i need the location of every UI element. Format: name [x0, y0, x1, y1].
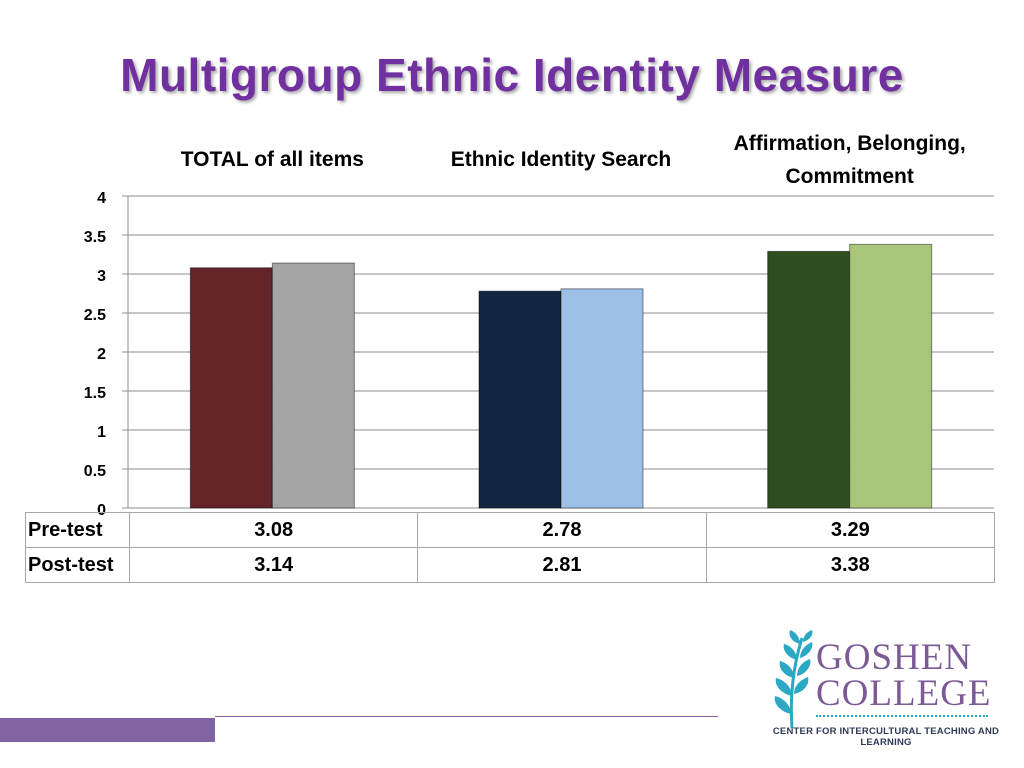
table-cell: 2.78: [417, 512, 707, 548]
bar-pre-test: [767, 250, 851, 509]
y-tick-label: 3: [97, 268, 106, 285]
category-label: Affirmation, Belonging, Commitment: [695, 127, 1004, 193]
category-label-line: Affirmation, Belonging,: [733, 132, 966, 155]
bar-pre-test: [189, 267, 273, 509]
bar-post-test: [560, 288, 644, 509]
y-tick-label: 2.5: [84, 307, 106, 324]
y-tick-label: 0.5: [84, 463, 106, 480]
data-table: Pre-test 3.08 2.78 3.29 Post-test 3.14 2.81 3.3…: [25, 512, 996, 583]
slide-title: Multigroup Ethnic Identity Measure: [120, 49, 904, 101]
y-tick-label: 4: [97, 190, 106, 207]
bar-post-test: [271, 262, 355, 509]
y-tick-label: 0: [97, 502, 106, 519]
category-label-line: Ethnic Identity Search: [450, 148, 672, 171]
table-row-label: Post-test: [25, 547, 130, 583]
table-row-label: Pre-test: [25, 512, 130, 548]
y-tick-label: 2: [97, 346, 106, 363]
table-row: Post-test 3.14 2.81 3.38: [25, 547, 996, 583]
bar-post-test: [849, 243, 933, 509]
category-label: TOTAL of all items: [118, 143, 427, 176]
table-cell: 3.38: [705, 547, 996, 583]
logo-name-line2: COLLEGE: [816, 673, 992, 714]
accent-bar: [0, 718, 215, 742]
category-label: Ethnic Identity Search: [407, 143, 716, 176]
logo-subtitle: CENTER FOR INTERCULTURAL TEACHING AND LE…: [772, 726, 1000, 748]
table-cell: 3.08: [128, 512, 419, 548]
table-row: Pre-test 3.08 2.78 3.29: [25, 512, 996, 548]
y-tick-label: 1.5: [84, 385, 106, 402]
table-cell: 3.14: [128, 547, 419, 583]
logo-divider: [816, 715, 988, 717]
bar-pre-test: [478, 290, 562, 509]
y-tick-label: 1: [97, 424, 106, 441]
logo-name-line1: GOSHEN: [816, 637, 973, 678]
leaf-branch-icon: [774, 630, 813, 729]
accent-line: [215, 716, 718, 717]
goshen-college-logo: GOSHEN COLLEGE CENTER FOR INTERCULTURAL …: [762, 630, 1002, 748]
table-cell: 2.81: [417, 547, 707, 583]
category-label-line: TOTAL of all items: [180, 148, 364, 171]
category-label-line: Commitment: [785, 165, 914, 188]
table-cell: 3.29: [705, 512, 996, 548]
y-tick-label: 3.5: [84, 229, 106, 246]
